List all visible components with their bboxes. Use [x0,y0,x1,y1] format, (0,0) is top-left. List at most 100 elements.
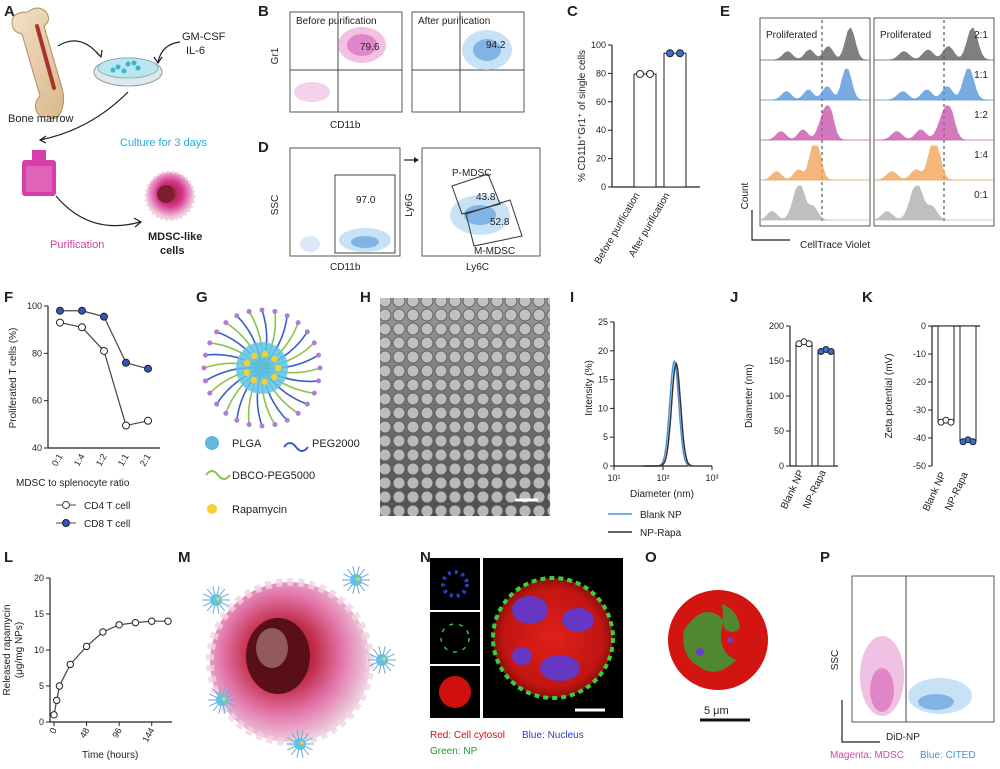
arrow-cytokine-to-dish [157,41,181,63]
plga-icon [205,436,219,450]
y-tick-label: 150 [769,356,784,366]
dbco-end [202,352,208,358]
i-series-line [643,361,693,467]
f-legend: CD4 T cell CD8 T cell [56,501,130,530]
f-point [78,323,86,332]
f-legend-cd8: CD8 T cell [84,519,130,530]
panel-letter-c: C [567,3,578,20]
dbco-end [207,390,213,396]
c-bar [663,52,687,188]
l-point [131,618,140,627]
i-ylabel: Intensity (%) [584,360,595,416]
f-point [144,364,152,373]
before-gate-percent: 79.6 [360,42,380,53]
p-xlabel: DiD-NP [886,732,920,743]
plot-d-left-frame [289,147,401,257]
panel-f-chart: 40 60 80 100 0:1 1:4 1:2 1:1 2:1 Proliferated T … [8,301,160,530]
bone-marrow-label: Bone marrow [8,113,73,125]
k-bar [959,325,977,442]
k-ylabel: Zeta potential (mV) [884,353,895,438]
dbco-end [304,401,310,407]
y-tick-label: 0 [603,461,608,471]
dbco-end [214,401,220,407]
y-tick-label: 50 [774,426,784,436]
n-caption-green: Green: NP [430,746,478,757]
panel-letter-i: I [570,289,574,306]
panel-i-chart: 0 5 10 15 20 25 10¹ 10² 10³ Intensity (%) Diamet… [584,317,719,539]
g-legend-peg2000: PEG2000 [312,438,360,450]
f-point [56,318,64,327]
rapamycin-dot [243,359,251,367]
rapamycin-dot [274,364,282,372]
f-x-tick-label: 2:1 [138,452,153,468]
dbco-end [201,365,207,371]
k-ticks: 0 -10 -20 -30 -40 -50 [913,321,932,471]
p-caption-blue: Blue: CITED [920,750,976,761]
f-point [122,358,130,367]
dbco-end [311,340,317,346]
panel-letter-g: G [196,289,208,306]
nanoparticle-illustration [201,307,323,429]
panel-l-chart: 0 5 10 15 20 0 48 96 144 Released rapamycin (μg/… [2,573,172,761]
f-xlabel: MDSC to splenocyte ratio [16,478,130,489]
e-histogram [760,27,870,61]
c-bars [633,49,687,188]
dbco-end [272,422,278,428]
f-x-tick-label: 1:4 [72,452,87,468]
f-ylabel: Proliferated T cells (%) [8,328,19,429]
culture-dish-illustration [93,57,163,87]
before-purification-title: Before purification [296,16,377,27]
e-ratio-label: 1:4 [974,150,988,161]
n-caption-red: Red: Cell cytosol [430,730,505,741]
rapamycin-icon [207,504,217,514]
f-point [122,421,130,430]
e-ratio-label: 0:1 [974,190,988,201]
arrow-dish-to-bottle [39,91,129,141]
d-ylabel-2: Ly6G [404,193,415,217]
panel-letters: A B C E D F G H I J K L M N O P [4,3,873,566]
arrow-bone-to-dish [57,40,101,57]
f-point [144,416,152,425]
y-tick-label: 20 [598,346,608,356]
np-drug [216,597,220,601]
mdsc-like-label-1: MDSC-like [148,231,202,243]
g-legend-plga: PLGA [232,438,262,450]
dbco-end [234,417,240,423]
y-tick-label: -50 [913,461,926,471]
e-proliferated-left: Proliferated [766,30,817,41]
e-ratio-label: 2:1 [974,30,988,41]
l-point [164,617,172,625]
rapamycin-dot [271,355,278,363]
dbco-end [223,410,229,416]
e-histogram [759,185,870,221]
e-histogram [760,68,870,101]
y-tick-label: 200 [769,321,784,331]
j-ticks: 0 50 100 150 200 [769,321,790,471]
dbco-end [214,329,220,335]
panel-o-3d-render: 5 μm [668,590,768,722]
y-tick-label: 20 [34,573,44,583]
panel-letter-l: L [4,549,13,566]
dbco-end [304,329,310,335]
rapamycin-dot [271,373,278,381]
panel-letter-o: O [645,549,657,566]
e-histogram [760,105,870,141]
panel-m-cell-illustration [202,566,396,758]
panel-d-flow: 97.0 SSC CD11b P-MDSC 43.8 52.8 M-MDSC L… [270,147,541,273]
e-ylabel: Count [740,182,751,209]
j-bar [817,350,835,467]
e-proliferated-right: Proliferated [880,30,931,41]
y-tick-label: 0 [601,182,606,192]
y-tick-label: 60 [32,396,42,406]
l-point [148,617,156,625]
plga-core [236,342,288,394]
p-caption-magenta: Magenta: MDSC [830,750,904,761]
after-gate-percent: 94.2 [486,40,506,51]
dbco-end [316,378,322,384]
dbco-end [284,313,290,319]
e-histogram [759,145,870,181]
y-tick-label: 40 [32,443,42,453]
n-caption-blue: Blue: Nucleus [522,730,584,741]
panel-h-sem-image [380,298,550,516]
dbco-end [246,308,252,314]
